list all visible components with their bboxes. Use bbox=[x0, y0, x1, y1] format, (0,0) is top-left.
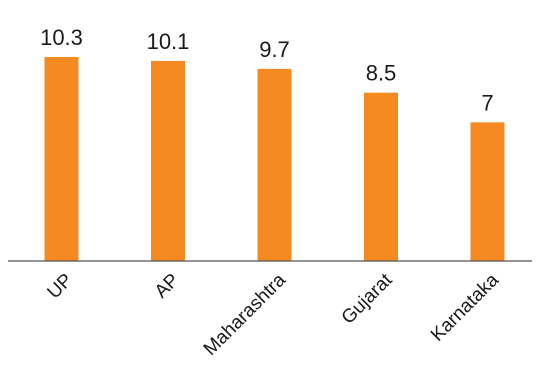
value-label-ap: 10.1 bbox=[147, 29, 190, 54]
category-labels-group: UP AP Maharashtra Gujarat Karnataka bbox=[44, 269, 504, 360]
category-label-maharashtra: Maharashtra bbox=[200, 269, 291, 360]
bar-ap bbox=[151, 60, 185, 261]
category-label-gujarat: Gujarat bbox=[338, 269, 397, 328]
bar-karnataka bbox=[470, 122, 505, 261]
category-label-karnataka: Karnataka bbox=[427, 269, 503, 345]
value-label-up: 10.3 bbox=[40, 25, 83, 50]
bar-maharashtra bbox=[257, 68, 292, 262]
bars-group bbox=[44, 57, 505, 262]
value-label-maharashtra: 9.7 bbox=[259, 37, 290, 62]
category-label-ap: AP bbox=[151, 270, 184, 303]
bar-up bbox=[44, 57, 79, 261]
value-labels-group: 10.3 10.1 9.7 8.5 7 bbox=[40, 25, 494, 115]
bar-gujarat bbox=[364, 92, 398, 261]
category-label-up: UP bbox=[44, 270, 78, 304]
value-label-karnataka: 7 bbox=[481, 90, 493, 115]
value-label-gujarat: 8.5 bbox=[366, 61, 397, 86]
